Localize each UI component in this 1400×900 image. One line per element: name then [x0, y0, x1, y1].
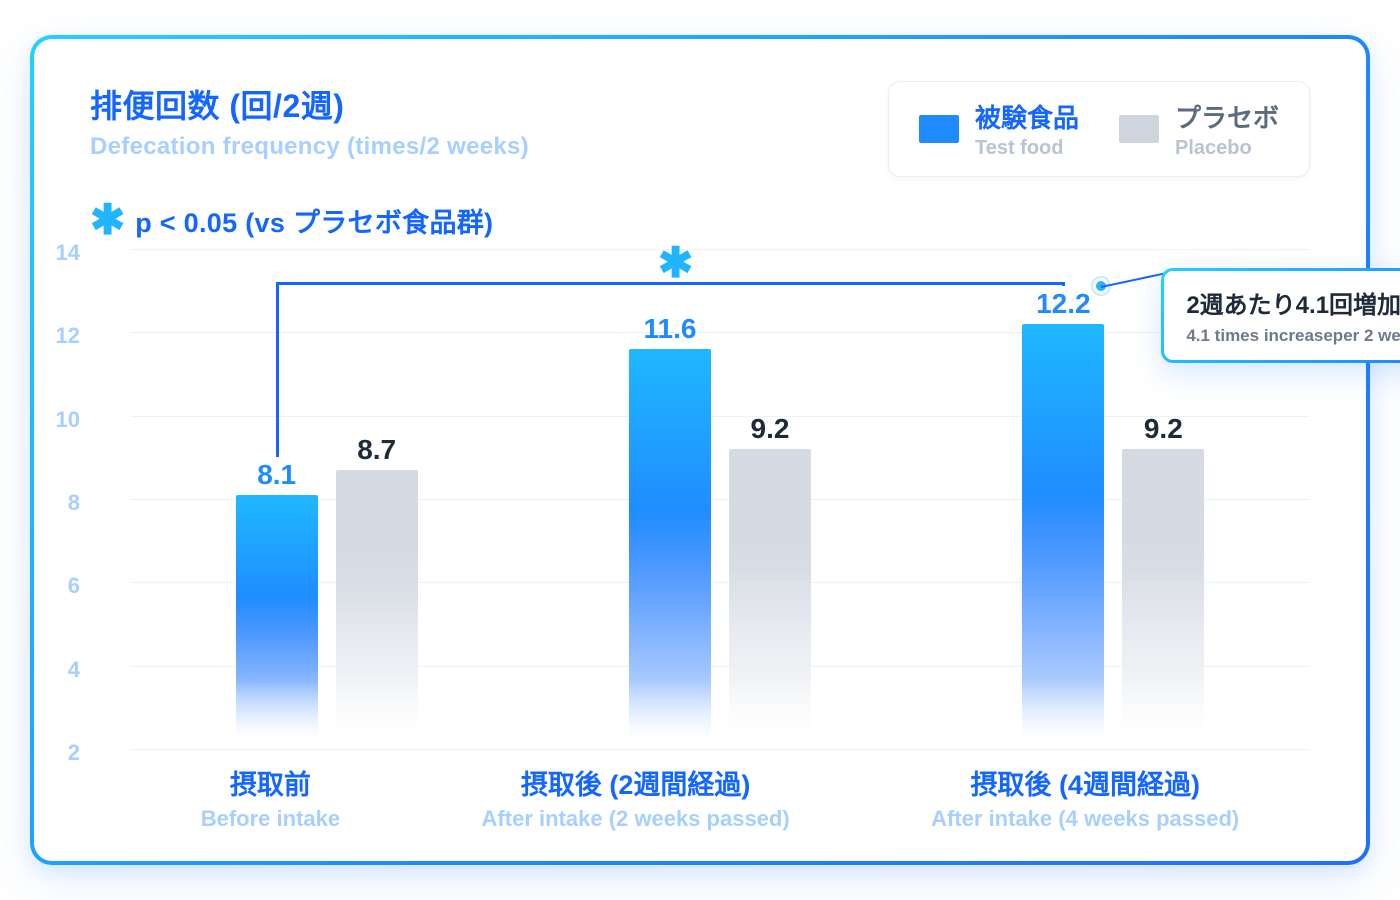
y-tick: 14 [36, 240, 80, 266]
legend-item-test: 被験食品 Test food [919, 98, 1079, 160]
legend-test-jp: 被験食品 [975, 98, 1079, 135]
legend-item-placebo: プラセボ Placebo [1119, 98, 1279, 160]
callout-en: 4.1 times increaseper 2 weeks [1186, 326, 1400, 346]
significance-note: ✱ p < 0.05 (vs プラセボ食品群) [90, 199, 1310, 241]
bar-placebo: 8.7 [336, 470, 418, 749]
x-label: 摂取前 Before intake [201, 763, 340, 832]
x-label-en: Before intake [201, 806, 340, 832]
bar-placebo: 9.2 [729, 449, 811, 749]
bar-value-placebo: 9.2 [1122, 413, 1204, 445]
chart-title: 排便回数 (回/2週) Defecation frequency (times/… [90, 81, 529, 161]
x-label-en: After intake (2 weeks passed) [482, 806, 790, 832]
legend-placebo-jp: プラセボ [1175, 98, 1279, 135]
header-row: 排便回数 (回/2週) Defecation frequency (times/… [90, 81, 1310, 177]
bar-test: 12.2 [1022, 324, 1104, 749]
y-tick: 12 [36, 323, 80, 349]
y-tick: 4 [36, 657, 80, 683]
bar-value-placebo: 8.7 [336, 434, 418, 466]
y-tick: 8 [36, 490, 80, 516]
bar-groups: 8.18.711.69.212.29.2 [130, 249, 1310, 749]
legend-placebo-en: Placebo [1175, 137, 1279, 160]
x-label-jp: 摂取前 [201, 763, 340, 802]
callout-box: 2週あたり4.1回増加 4.1 times increaseper 2 week… [1161, 268, 1400, 363]
chart-title-en: Defecation frequency (times/2 weeks) [90, 133, 529, 161]
bar-value-placebo: 9.2 [729, 413, 811, 445]
bar-group: 11.69.2 [629, 249, 811, 749]
bar-value-test: 12.2 [1022, 288, 1104, 320]
bar-group: 8.18.7 [236, 249, 418, 749]
significance-note-text: p < 0.05 (vs プラセボ食品群) [135, 201, 493, 240]
x-label: 摂取後 (4週間経過) After intake (4 weeks passed) [931, 763, 1239, 832]
legend-swatch-test [919, 115, 959, 143]
x-axis-labels: 摂取前 Before intake 摂取後 (2週間経過) After intake … [130, 763, 1310, 832]
x-label: 摂取後 (2週間経過) After intake (2 weeks passed) [482, 763, 790, 832]
bar-value-test: 11.6 [629, 313, 711, 345]
bar-placebo: 9.2 [1122, 449, 1204, 749]
bar-test: 11.6 [629, 349, 711, 749]
chart-title-jp: 排便回数 (回/2週) [90, 81, 529, 127]
y-tick: 10 [36, 407, 80, 433]
callout-jp: 2週あたり4.1回増加 [1186, 285, 1400, 320]
legend: 被験食品 Test food プラセボ Placebo [888, 81, 1310, 177]
significance-bracket-left [276, 282, 279, 457]
y-tick: 2 [36, 740, 80, 766]
bar-value-test: 8.1 [236, 459, 318, 491]
plot-area: 2468101214 8.18.711.69.212.29.2 ✱ 2週あたり4… [130, 249, 1310, 749]
x-label-jp: 摂取後 (2週間経過) [482, 763, 790, 802]
gridline [130, 749, 1310, 750]
y-tick: 6 [36, 573, 80, 599]
asterisk-icon: ✱ [90, 199, 125, 241]
legend-swatch-placebo [1119, 115, 1159, 143]
bar-test: 8.1 [236, 495, 318, 749]
significance-asterisk-icon: ✱ [658, 238, 693, 287]
x-label-en: After intake (4 weeks passed) [931, 806, 1239, 832]
legend-test-en: Test food [975, 137, 1079, 160]
chart-card: 排便回数 (回/2週) Defecation frequency (times/… [30, 35, 1370, 865]
x-label-jp: 摂取後 (4週間経過) [931, 763, 1239, 802]
